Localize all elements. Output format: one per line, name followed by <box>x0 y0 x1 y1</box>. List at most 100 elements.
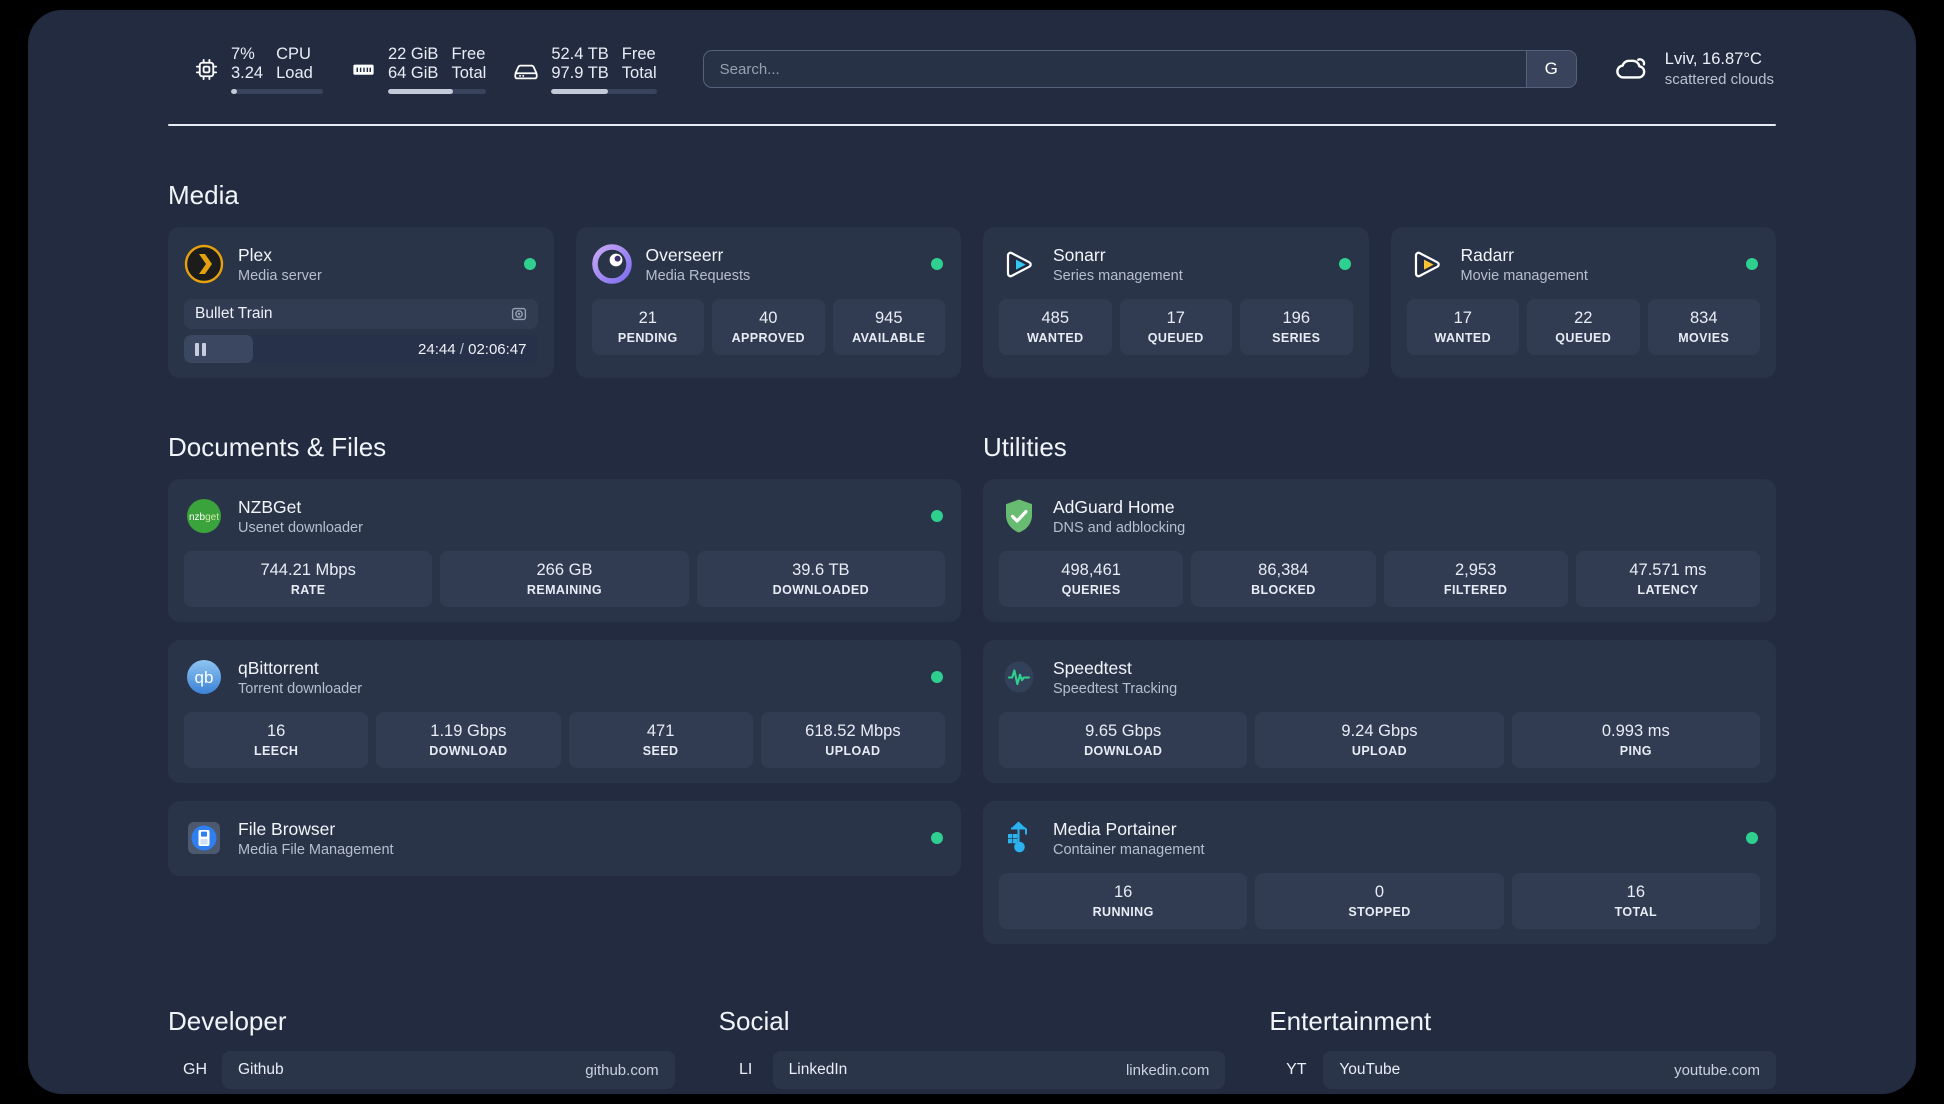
stat-tile: 1.19 Gbps DOWNLOAD <box>376 712 561 768</box>
service-description: DNS and adblocking <box>1053 519 1186 536</box>
stat-tile: 0.993 ms PING <box>1511 712 1760 768</box>
stat-tile: 471 SEED <box>568 712 753 768</box>
service-card[interactable]: Media Portainer Container management 16 R… <box>983 801 1776 944</box>
bookmark-link[interactable]: LI LinkedIn linkedin.com <box>719 1051 1226 1089</box>
stat-tile: 22 QUEUED <box>1527 299 1640 355</box>
stat-label: REMAINING <box>526 583 603 597</box>
resource-usage-bar <box>388 88 487 94</box>
stat-value: 9.65 Gbps <box>1085 722 1162 740</box>
resource-value-primary: 22 GiB <box>388 44 439 63</box>
bookmark-link[interactable]: YT YouTube youtube.com <box>1269 1051 1776 1089</box>
disk-icon <box>512 55 540 83</box>
speedtest-icon <box>999 657 1039 697</box>
service-name: Speedtest <box>1053 657 1132 678</box>
bookmarks-grid: Developer GH Github github.com SO StackO… <box>168 1006 1776 1094</box>
stat-label: TOTAL <box>1614 905 1658 919</box>
stat-label: AVAILABLE <box>852 331 926 345</box>
stat-label: SEED <box>642 744 679 758</box>
service-card[interactable]: qb qBittorrent Torrent downloader 16 LEECH… <box>168 640 961 783</box>
stat-tile: 266 GB REMAINING <box>440 551 689 607</box>
nzbget-icon: nzbget <box>184 496 224 536</box>
now-playing-time: 24:44 / 02:06:47 <box>418 340 527 358</box>
stat-value: 744.21 Mbps <box>260 561 356 579</box>
status-badge <box>1338 258 1351 270</box>
service-stats: 16 LEECH 1.19 Gbps DOWNLOAD 471 SEED 618.52… <box>184 712 945 768</box>
stat-label: DOWNLOADED <box>772 583 869 597</box>
stat-value: 618.52 Mbps <box>805 722 901 740</box>
bookmark-group-title: Entertainment <box>1269 1006 1432 1036</box>
service-description: Usenet downloader <box>238 519 363 536</box>
bookmark-url: linkedin.com <box>1125 1061 1210 1079</box>
service-card[interactable]: Overseerr Media Requests 21 PENDING 40 APP… <box>575 227 961 378</box>
stat-tile: 9.24 Gbps UPLOAD <box>1255 712 1504 768</box>
bookmark-url: github.com <box>585 1061 659 1079</box>
service-stats: 498,461 QUERIES 86,384 BLOCKED 2,953 FILTE… <box>999 551 1760 607</box>
service-card-header: qb qBittorrent Torrent downloader <box>184 654 945 700</box>
stat-label: UPLOAD <box>1351 744 1408 758</box>
documents-card-list: nzbget NZBGet Usenet downloader 744.21 Mbp… <box>168 479 961 876</box>
stat-label: QUEUED <box>1555 331 1612 345</box>
service-description: Container management <box>1053 841 1205 858</box>
system-resources: 7% 3.24 CPU Load 22 GiB 64 GiB Free Tota… <box>192 45 657 94</box>
resource-label-secondary: Total <box>451 63 487 82</box>
stat-tile: 21 PENDING <box>591 299 704 355</box>
bookmark-link[interactable]: GH Github github.com <box>168 1051 675 1089</box>
media-card-grid: Plex Media server Bullet Train 24:44 / 02… <box>168 227 1776 378</box>
stat-value: 86,384 <box>1258 561 1309 579</box>
portainer-icon <box>999 818 1039 858</box>
stat-value: 485 <box>1041 309 1070 327</box>
now-playing-title-row: Bullet Train <box>184 299 538 329</box>
stat-tile: 945 AVAILABLE <box>832 299 945 355</box>
service-card[interactable]: Sonarr Series management 485 WANTED 17 QUE… <box>983 227 1369 378</box>
bookmark-group: Entertainment YT YouTube youtube.com NF … <box>1269 1006 1776 1094</box>
service-name: qBittorrent <box>238 657 319 678</box>
bookmark-body[interactable]: LinkedIn linkedin.com <box>772 1051 1226 1089</box>
stat-label: DOWNLOAD <box>1084 744 1163 758</box>
stat-label: UPLOAD <box>825 744 881 758</box>
service-card[interactable]: Plex Media server Bullet Train 24:44 / 02… <box>168 227 554 378</box>
status-badge <box>523 258 536 270</box>
stat-value: 39.6 TB <box>792 561 850 579</box>
stat-tile: 39.6 TB DOWNLOADED <box>696 551 945 607</box>
service-stats: 21 PENDING 40 APPROVED 945 AVAILABLE <box>591 299 945 355</box>
status-badge <box>931 510 943 522</box>
documents-column: Documents & Files nzbget NZBGet Usenet do… <box>168 378 961 944</box>
stat-tile: 16 RUNNING <box>999 873 1248 929</box>
section-title-documents: Documents & Files <box>168 432 387 462</box>
search-input[interactable] <box>703 51 1526 87</box>
service-stats: 9.65 Gbps DOWNLOAD 9.24 Gbps UPLOAD 0.993 … <box>999 712 1760 768</box>
stat-tile: 17 WANTED <box>1406 299 1519 355</box>
service-card[interactable]: nzbget NZBGet Usenet downloader 744.21 Mbp… <box>168 479 961 622</box>
service-stats: 16 RUNNING 0 STOPPED 16 TOTAL <box>999 873 1760 929</box>
stat-value: 471 <box>646 722 675 740</box>
service-name: Sonarr <box>1053 244 1106 265</box>
stat-tile: 0 STOPPED <box>1255 873 1504 929</box>
bookmark-body[interactable]: YouTube youtube.com <box>1323 1051 1776 1089</box>
stat-value: 0.993 ms <box>1601 722 1670 740</box>
bookmark-body[interactable]: Github github.com <box>222 1051 675 1089</box>
service-card[interactable]: Radarr Movie management 17 WANTED 22 QUEUE… <box>1390 227 1776 378</box>
stat-label: DOWNLOAD <box>429 744 508 758</box>
resource-usage-bar <box>231 88 323 94</box>
resource-label-secondary: Total <box>621 63 657 82</box>
service-card-header: nzbget NZBGet Usenet downloader <box>184 493 945 539</box>
resource-disk: 52.4 TB 97.9 TB Free Total <box>512 45 657 94</box>
stat-value: 40 <box>759 309 778 327</box>
search-engine-button[interactable]: G <box>1525 51 1576 87</box>
search-bar[interactable]: G <box>702 50 1577 88</box>
stat-value: 17 <box>1166 309 1185 327</box>
stat-label: FILTERED <box>1443 583 1508 597</box>
stat-tile: 744.21 Mbps RATE <box>184 551 433 607</box>
resource-cpu: 7% 3.24 CPU Load <box>192 45 323 94</box>
resource-value-primary: 7% <box>231 44 255 63</box>
pause-icon[interactable] <box>195 342 206 356</box>
resource-value-secondary: 97.9 TB <box>551 63 609 82</box>
bookmark-abbreviation: LI <box>738 1061 753 1078</box>
service-card[interactable]: Speedtest Speedtest Tracking 9.65 Gbps DO… <box>983 640 1776 783</box>
service-card[interactable]: AdGuard Home DNS and adblocking 498,461 Q… <box>983 479 1776 622</box>
stat-label: WANTED <box>1026 331 1084 345</box>
service-card[interactable]: File Browser Media File Management <box>168 801 961 876</box>
bookmark-name: LinkedIn <box>788 1061 848 1078</box>
now-playing-progress-bar[interactable]: 24:44 / 02:06:47 <box>184 335 538 363</box>
stat-label: MOVIES <box>1678 331 1730 345</box>
